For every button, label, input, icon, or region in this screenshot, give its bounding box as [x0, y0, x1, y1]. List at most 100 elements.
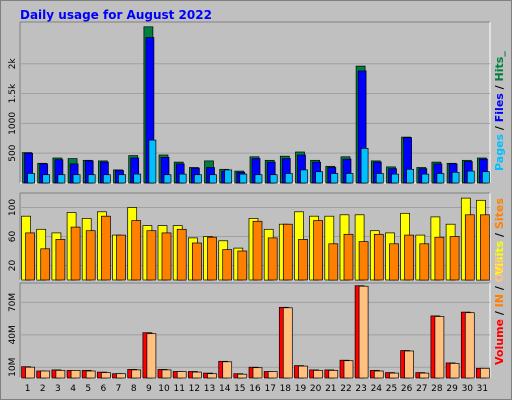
bar-volume_out-day-25 — [389, 372, 399, 379]
hits-files-pages-y-tick-label: 1000 — [8, 112, 18, 135]
volume-legend-item: / — [493, 282, 506, 290]
bar-volume_out-day-26 — [404, 350, 414, 379]
visits-sites-y-tick-label: 100 — [8, 199, 18, 216]
bar-sites-day-22 — [343, 233, 354, 281]
day-label-19: 19 — [295, 384, 307, 394]
hits-files-pages-legend-item: / — [493, 122, 506, 130]
volume-plot-area — [20, 283, 490, 378]
bar-pages-day-3 — [57, 174, 66, 184]
day-label-4: 4 — [70, 384, 76, 394]
day-label-2: 2 — [40, 384, 46, 394]
bar-volume_out-day-16 — [252, 367, 263, 379]
volume-legend-item: OUT — [493, 256, 506, 282]
bar-sites-day-28 — [434, 236, 445, 281]
day-label-10: 10 — [158, 384, 170, 394]
bar-pages-day-15 — [239, 173, 248, 184]
bar-sites-day-19 — [298, 239, 308, 281]
bar-pages-day-26 — [406, 168, 414, 184]
day-label-30: 30 — [462, 384, 474, 394]
bar-sites-day-12 — [192, 242, 202, 281]
bar-pages-day-12 — [194, 174, 202, 184]
hits-files-pages-y-tick-label: 500 — [8, 144, 18, 161]
day-label-9: 9 — [146, 384, 152, 394]
bar-pages-day-25 — [391, 173, 399, 184]
bar-volume_out-day-28 — [434, 316, 445, 379]
day-label-22: 22 — [340, 384, 351, 394]
bar-sites-day-6 — [101, 215, 111, 281]
volume-legend-item: Volume — [493, 315, 506, 365]
bar-volume_out-day-9 — [146, 333, 157, 379]
bar-pages-day-1 — [27, 173, 35, 184]
visits-sites-y-tick-label: 60 — [8, 231, 18, 243]
hits-files-pages-y-tick-label: 1.5k — [8, 83, 18, 103]
bar-volume_out-day-3 — [55, 370, 66, 379]
volume-legend: Volume / IN / OUT — [493, 256, 506, 365]
bar-pages-day-20 — [315, 171, 323, 184]
bar-pages-day-8 — [133, 173, 142, 184]
day-label-28: 28 — [431, 384, 443, 394]
bar-sites-day-4 — [70, 226, 81, 281]
day-label-20: 20 — [310, 384, 322, 394]
bar-pages-day-18 — [284, 173, 293, 184]
bar-pages-day-10 — [163, 174, 172, 184]
bar-pages-day-24 — [375, 173, 384, 184]
bar-volume_out-day-19 — [298, 365, 308, 379]
day-label-29: 29 — [446, 384, 458, 394]
bar-pages-day-9 — [148, 139, 157, 184]
bar-pages-day-31 — [482, 171, 490, 184]
volume-y-tick-label: 70M — [8, 293, 18, 312]
day-label-25: 25 — [386, 384, 397, 394]
bar-sites-day-17 — [267, 237, 278, 281]
bar-volume_out-day-10 — [161, 369, 172, 379]
day-label-18: 18 — [280, 384, 292, 394]
bar-pages-day-7 — [118, 174, 126, 184]
bar-sites-day-18 — [282, 223, 293, 281]
bar-volume_out-day-27 — [419, 372, 430, 379]
hits-files-pages-y-tick-label: 2k — [8, 57, 18, 69]
bar-volume_out-day-22 — [343, 360, 354, 379]
bar-sites-day-20 — [313, 220, 323, 281]
bar-sites-day-11 — [176, 228, 187, 281]
hits-files-pages-panel: 500 1000 1.5k 2k — [8, 21, 491, 184]
bar-sites-day-24 — [373, 233, 384, 281]
visits-sites-legend: Visits / Sites — [493, 198, 506, 275]
bar-pages-day-2 — [42, 174, 51, 184]
bar-volume_out-day-23 — [358, 285, 369, 379]
bar-sites-day-7 — [116, 234, 126, 281]
bar-volume_out-day-8 — [131, 369, 142, 379]
volume-y-tick-label: 10M — [8, 358, 18, 377]
bar-sites-day-29 — [449, 236, 460, 281]
bar-sites-day-26 — [404, 234, 414, 281]
bar-pages-day-4 — [72, 174, 81, 184]
bar-sites-day-2 — [40, 248, 51, 281]
day-label-3: 3 — [55, 384, 61, 394]
hits-files-pages-legend-item: Pages — [493, 130, 506, 171]
bar-sites-day-13 — [207, 236, 217, 281]
bar-pages-day-16 — [254, 174, 263, 184]
bar-sites-day-21 — [328, 243, 339, 281]
bar-volume_out-day-12 — [192, 371, 202, 379]
day-label-14: 14 — [219, 384, 231, 394]
bar-sites-day-23 — [358, 241, 369, 281]
bar-pages-day-27 — [421, 173, 430, 184]
bar-pages-day-19 — [300, 169, 308, 184]
bar-volume_out-day-29 — [449, 363, 460, 379]
day-label-27: 27 — [416, 384, 427, 394]
bar-sites-day-5 — [85, 230, 96, 281]
day-label-21: 21 — [325, 384, 336, 394]
bar-volume_out-day-20 — [313, 370, 323, 379]
bar-sites-day-31 — [480, 214, 490, 281]
bar-sites-day-8 — [131, 220, 142, 281]
bar-volume_out-day-18 — [282, 307, 293, 379]
day-label-31: 31 — [477, 384, 488, 394]
hits-files-pages-legend-item: Hits_ — [493, 51, 506, 82]
volume-legend-item: IN — [493, 290, 506, 307]
bar-volume_out-day-1 — [25, 366, 35, 379]
day-label-17: 17 — [264, 384, 275, 394]
bar-sites-day-27 — [419, 243, 430, 281]
volume-y-tick-label: 40M — [8, 325, 18, 344]
visits-sites-y-tick-label: 20 — [8, 260, 18, 272]
bar-pages-day-30 — [466, 170, 475, 184]
day-label-7: 7 — [116, 384, 122, 394]
